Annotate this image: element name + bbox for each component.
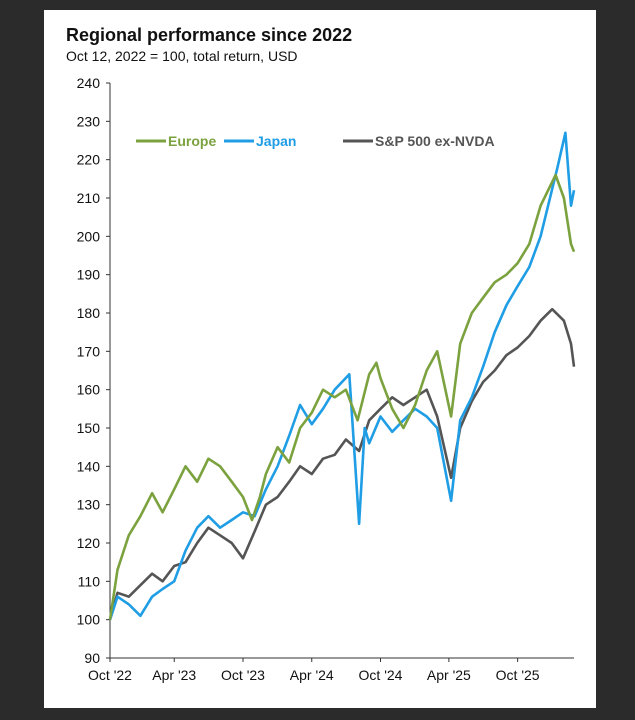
y-tick-label: 200 xyxy=(77,228,101,244)
x-tick-label: Oct '23 xyxy=(221,667,265,683)
x-tick-label: Oct '22 xyxy=(88,667,132,683)
x-tick-label: Apr '23 xyxy=(152,667,196,683)
y-tick-label: 210 xyxy=(77,190,101,206)
chart-subtitle: Oct 12, 2022 = 100, total return, USD xyxy=(66,48,298,64)
y-tick-label: 90 xyxy=(84,650,100,666)
axes: 90 100 110 120 130 140 150 160 170 180 190 200 210 22… xyxy=(77,75,574,683)
chart-panel: Regional performance since 2022 Oct 12, … xyxy=(44,10,596,708)
line-chart: 90 100 110 120 130 140 150 160 170 180 190 200 210 22… xyxy=(77,75,576,683)
y-tick-label: 170 xyxy=(77,343,101,359)
series-layer xyxy=(108,131,576,621)
chart-title: Regional performance since 2022 xyxy=(66,25,353,45)
y-tick-label: 150 xyxy=(77,420,101,436)
y-tick-label: 160 xyxy=(77,382,101,398)
y-tick-label: 110 xyxy=(78,573,101,589)
y-tick-label: 190 xyxy=(77,267,101,283)
legend: Europe Japan S&P 500 ex-NVDA xyxy=(136,133,495,149)
x-tick-label: Oct '25 xyxy=(496,667,540,683)
y-tick-label: 120 xyxy=(77,535,101,551)
y-tick-label: 220 xyxy=(77,152,101,168)
x-tick-label: Apr '25 xyxy=(427,667,471,683)
y-tick-label: 140 xyxy=(77,458,101,474)
y-tick-label: 180 xyxy=(77,305,101,321)
y-tick-label: 230 xyxy=(77,113,101,129)
series-line-europe xyxy=(108,173,576,620)
x-tick-label: Oct '24 xyxy=(359,667,403,683)
legend-label-s-p-500-ex-nvda: S&P 500 ex-NVDA xyxy=(375,133,495,149)
x-tick-label: Apr '24 xyxy=(290,667,334,683)
legend-label-europe: Europe xyxy=(168,133,216,149)
y-tick-label: 240 xyxy=(77,75,101,91)
legend-label-japan: Japan xyxy=(256,133,296,149)
y-tick-label: 130 xyxy=(77,497,101,513)
series-line-japan xyxy=(108,131,576,621)
series-line-s-p-500-ex-nvda xyxy=(108,307,576,621)
y-tick-label: 100 xyxy=(77,612,101,628)
